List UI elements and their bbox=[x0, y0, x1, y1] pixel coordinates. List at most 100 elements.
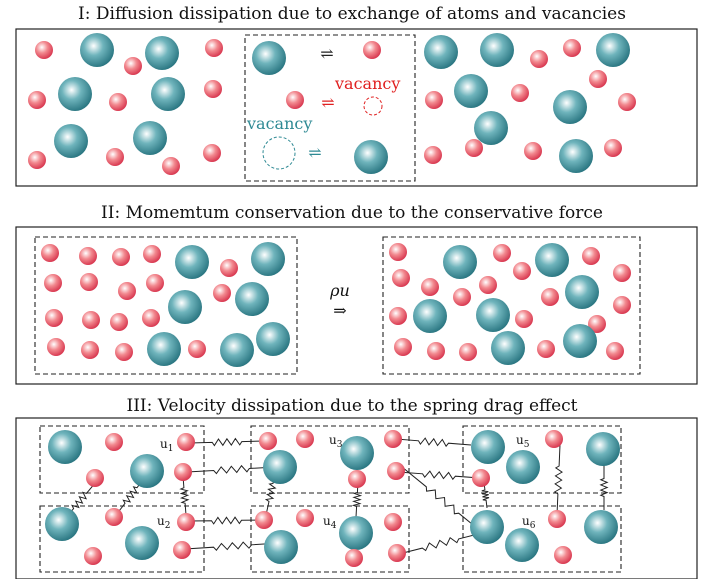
small-atom bbox=[296, 509, 314, 527]
small-atom bbox=[124, 57, 142, 75]
small-atom bbox=[389, 307, 407, 325]
large-atom bbox=[424, 35, 458, 69]
small-atom bbox=[537, 340, 555, 358]
small-atom bbox=[220, 259, 238, 277]
large-atom bbox=[125, 526, 159, 560]
small-atom bbox=[286, 91, 304, 109]
small-atom bbox=[554, 546, 572, 564]
spring-link bbox=[184, 541, 281, 551]
exchange-symbol-mid: ⇌ bbox=[321, 93, 334, 112]
small-atom bbox=[389, 243, 407, 261]
small-atom bbox=[465, 139, 483, 157]
large-atom bbox=[476, 298, 510, 332]
small-atom bbox=[255, 511, 273, 529]
large-atom bbox=[263, 450, 297, 484]
large-atom bbox=[235, 282, 269, 316]
small-atom bbox=[47, 338, 65, 356]
cell-box-u2 bbox=[39, 505, 205, 573]
small-atom bbox=[387, 462, 405, 480]
small-atom bbox=[143, 245, 161, 263]
spring-link bbox=[481, 481, 490, 509]
small-atom bbox=[515, 310, 533, 328]
small-atom bbox=[479, 276, 497, 294]
large-atom bbox=[48, 430, 82, 464]
large-atom bbox=[535, 243, 569, 277]
large-atom bbox=[80, 33, 114, 67]
small-atom bbox=[296, 430, 314, 448]
small-atom bbox=[82, 311, 100, 329]
panel-1-title: I: Diffusion dissipation due to exchange… bbox=[78, 4, 626, 24]
small-atom bbox=[142, 309, 160, 327]
small-atom bbox=[394, 338, 412, 356]
small-atom bbox=[146, 274, 164, 292]
small-vacancy-site bbox=[363, 96, 383, 116]
small-atom bbox=[392, 269, 410, 287]
small-atom bbox=[45, 309, 63, 327]
small-atom bbox=[35, 41, 53, 59]
vacancy-label-small: vacancy bbox=[334, 74, 400, 93]
small-atom bbox=[44, 274, 62, 292]
large-atom bbox=[151, 77, 185, 111]
spring-link bbox=[394, 531, 487, 556]
small-atom bbox=[421, 278, 439, 296]
momentum-flux-label: ρu bbox=[329, 281, 350, 300]
panel-2-title: II: Momemtum conservation due to the con… bbox=[101, 203, 603, 223]
small-atom bbox=[513, 262, 531, 280]
vacancy-label-large: vacancy bbox=[246, 114, 312, 133]
small-atom bbox=[363, 41, 381, 59]
large-atom bbox=[596, 33, 630, 67]
spring-link bbox=[264, 469, 277, 516]
large-atom bbox=[559, 139, 593, 173]
spring-links bbox=[63, 437, 609, 556]
small-atom bbox=[177, 433, 195, 451]
large-atom bbox=[145, 36, 179, 70]
large-atom bbox=[168, 290, 202, 324]
small-atom bbox=[424, 146, 442, 164]
small-atom bbox=[606, 342, 624, 360]
small-atom bbox=[589, 70, 607, 88]
velocity-label-u2: u2 bbox=[157, 514, 170, 531]
cell-box-u5 bbox=[462, 425, 622, 494]
large-atom bbox=[133, 121, 167, 155]
small-atom bbox=[472, 469, 490, 487]
small-atom bbox=[545, 430, 563, 448]
small-atom bbox=[618, 93, 636, 111]
large-atom bbox=[54, 124, 88, 158]
domain-box-right bbox=[382, 236, 641, 375]
atom-layer bbox=[28, 33, 636, 567]
small-atom bbox=[105, 508, 123, 526]
large-atom bbox=[340, 436, 374, 470]
large-atom bbox=[175, 245, 209, 279]
large-atom bbox=[584, 510, 618, 544]
small-atom bbox=[425, 91, 443, 109]
domain-box-left bbox=[34, 236, 298, 375]
large-atom bbox=[58, 77, 92, 111]
large-atom bbox=[505, 528, 539, 562]
large-atom bbox=[474, 111, 508, 145]
small-atom bbox=[384, 513, 402, 531]
large-atom bbox=[470, 510, 504, 544]
large-atom bbox=[413, 299, 447, 333]
spring-link bbox=[189, 437, 265, 447]
large-atom bbox=[454, 74, 488, 108]
panel-3-frame bbox=[15, 417, 698, 579]
spring-link bbox=[397, 470, 481, 481]
small-atom bbox=[345, 549, 363, 567]
small-atom bbox=[41, 244, 59, 262]
small-atom bbox=[80, 273, 98, 291]
velocity-label-u5: u5 bbox=[516, 433, 530, 450]
panel-3-title: III: Velocity dissipation due to the spr… bbox=[127, 396, 578, 416]
small-atom bbox=[384, 430, 402, 448]
small-atom bbox=[530, 50, 548, 68]
momentum-arrow: ⇒ bbox=[333, 301, 346, 320]
large-vacancy-site bbox=[262, 136, 296, 170]
small-atom bbox=[28, 151, 46, 169]
panel-1-frame bbox=[15, 28, 698, 187]
small-atom bbox=[604, 139, 622, 157]
spring-link bbox=[401, 466, 484, 534]
small-atom bbox=[205, 39, 223, 57]
small-atom bbox=[213, 284, 231, 302]
panel-2-frame bbox=[15, 226, 698, 385]
small-atom bbox=[105, 433, 123, 451]
